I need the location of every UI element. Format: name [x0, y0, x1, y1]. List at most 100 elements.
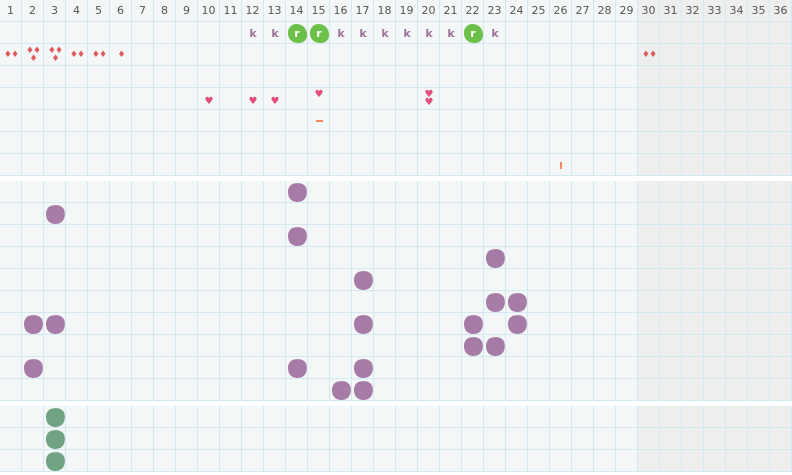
grid-cell[interactable]: [308, 225, 330, 247]
grid-cell[interactable]: [22, 335, 44, 357]
grid-cell[interactable]: [550, 313, 572, 335]
grid-cell[interactable]: [616, 225, 638, 247]
grid-cell[interactable]: [330, 225, 352, 247]
grid-cell[interactable]: [660, 247, 682, 269]
grid-cell[interactable]: [660, 44, 682, 66]
grid-cell[interactable]: [44, 44, 66, 66]
grid-cell[interactable]: [572, 44, 594, 66]
grid-cell[interactable]: [176, 154, 198, 176]
grid-cell[interactable]: [198, 181, 220, 203]
column-header-23[interactable]: 23: [484, 0, 506, 22]
grid-cell[interactable]: [374, 406, 396, 428]
grid-cell[interactable]: [330, 406, 352, 428]
grid-cell[interactable]: [704, 291, 726, 313]
grid-cell[interactable]: [660, 22, 682, 44]
grid-cell[interactable]: [110, 269, 132, 291]
grid-cell[interactable]: [638, 406, 660, 428]
grid-cell[interactable]: [704, 428, 726, 450]
grid-cell[interactable]: [638, 247, 660, 269]
grid-cell[interactable]: [594, 247, 616, 269]
grid-cell[interactable]: [176, 335, 198, 357]
grid-cell[interactable]: [110, 22, 132, 44]
grid-cell[interactable]: [198, 110, 220, 132]
grid-cell[interactable]: [748, 379, 770, 401]
grid-cell[interactable]: [132, 203, 154, 225]
grid-cell[interactable]: [682, 450, 704, 472]
grid-cell[interactable]: [748, 357, 770, 379]
grid-cell[interactable]: [528, 203, 550, 225]
k-marker[interactable]: k: [330, 22, 352, 44]
grid-cell[interactable]: [748, 291, 770, 313]
grid-cell[interactable]: [132, 379, 154, 401]
grid-cell[interactable]: [132, 44, 154, 66]
grid-cell[interactable]: [572, 181, 594, 203]
purple-blob[interactable]: [505, 312, 529, 336]
grid-cell[interactable]: [176, 406, 198, 428]
grid-cell[interactable]: [506, 335, 528, 357]
grid-cell[interactable]: [418, 313, 440, 335]
grid-cell[interactable]: [682, 247, 704, 269]
grid-cell[interactable]: [220, 154, 242, 176]
grid-cell[interactable]: [0, 247, 22, 269]
k-marker[interactable]: k: [242, 22, 264, 44]
grid-cell[interactable]: [110, 110, 132, 132]
grid-cell[interactable]: [770, 335, 792, 357]
grid-cell[interactable]: [660, 203, 682, 225]
green-blob[interactable]: [43, 449, 67, 473]
grid-cell[interactable]: [638, 181, 660, 203]
grid-cell[interactable]: [572, 110, 594, 132]
grid-cell[interactable]: [682, 181, 704, 203]
grid-cell[interactable]: [506, 132, 528, 154]
grid-cell[interactable]: [616, 450, 638, 472]
grid-cell[interactable]: [264, 406, 286, 428]
drops-marker[interactable]: ♦♦: [0, 44, 22, 66]
grid-cell[interactable]: [286, 291, 308, 313]
grid-cell[interactable]: [660, 154, 682, 176]
grid-cell[interactable]: [594, 154, 616, 176]
grid-cell[interactable]: [0, 428, 22, 450]
grid-cell[interactable]: [264, 44, 286, 66]
grid-cell[interactable]: [462, 154, 484, 176]
grid-cell[interactable]: [506, 203, 528, 225]
column-header-35[interactable]: 35: [748, 0, 770, 22]
grid-cell[interactable]: [484, 269, 506, 291]
grid-cell[interactable]: [484, 357, 506, 379]
grid-cell[interactable]: [242, 225, 264, 247]
grid-cell[interactable]: [638, 428, 660, 450]
grid-cell[interactable]: [440, 154, 462, 176]
grid-cell[interactable]: [528, 379, 550, 401]
grid-cell[interactable]: [594, 335, 616, 357]
grid-cell[interactable]: [154, 406, 176, 428]
grid-cell[interactable]: [0, 225, 22, 247]
grid-cell[interactable]: [770, 247, 792, 269]
column-header-1[interactable]: 1: [0, 0, 22, 22]
grid-cell[interactable]: [374, 132, 396, 154]
grid-cell[interactable]: [286, 406, 308, 428]
grid-cell[interactable]: [154, 450, 176, 472]
grid-cell[interactable]: [286, 203, 308, 225]
grid-cell[interactable]: [132, 291, 154, 313]
grid-cell[interactable]: [770, 225, 792, 247]
grid-cell[interactable]: [550, 428, 572, 450]
grid-cell[interactable]: [440, 225, 462, 247]
grid-cell[interactable]: [616, 291, 638, 313]
grid-cell[interactable]: [308, 406, 330, 428]
grid-cell[interactable]: [198, 428, 220, 450]
grid-cell[interactable]: [440, 379, 462, 401]
grid-cell[interactable]: [506, 66, 528, 88]
drops-marker[interactable]: ♦♦: [66, 44, 88, 66]
grid-cell[interactable]: [770, 291, 792, 313]
grid-cell[interactable]: [220, 66, 242, 88]
grid-cell[interactable]: [770, 428, 792, 450]
grid-cell[interactable]: [132, 154, 154, 176]
purple-blob[interactable]: [21, 312, 45, 336]
grid-cell[interactable]: [682, 44, 704, 66]
grid-cell[interactable]: [154, 247, 176, 269]
grid-cell[interactable]: [198, 203, 220, 225]
grid-cell[interactable]: [484, 44, 506, 66]
grid-cell[interactable]: [396, 132, 418, 154]
grid-cell[interactable]: [660, 66, 682, 88]
k-marker[interactable]: k: [418, 22, 440, 44]
grid-cell[interactable]: [88, 428, 110, 450]
grid-cell[interactable]: [484, 450, 506, 472]
